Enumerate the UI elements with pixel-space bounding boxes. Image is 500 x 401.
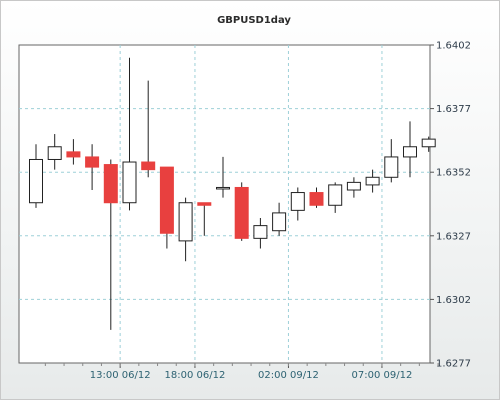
candle [384, 139, 399, 183]
candle-body-down [309, 192, 324, 206]
y-tick-label: 1.6302 [436, 295, 471, 306]
candle [309, 187, 324, 208]
y-tick-label: 1.6402 [436, 41, 471, 52]
candle-body-down [234, 186, 249, 239]
candle-body-down [66, 151, 81, 158]
x-tick-label: 07:00 09/12 [352, 370, 413, 381]
candle-body-down [141, 161, 156, 171]
y-tick-label: 1.6277 [436, 359, 471, 370]
grid [19, 45, 430, 363]
candle-body-up [178, 202, 193, 242]
y-tick-label: 1.6327 [436, 231, 471, 242]
plot-area [18, 44, 431, 364]
candle [66, 139, 81, 165]
candle-body-up [216, 186, 230, 190]
y-axis: 1.6402 1.6377 1.6352 1.6327 1.6302 1.6277 [430, 41, 471, 370]
candle [122, 57, 137, 211]
x-tick-label: 13:00 06/12 [90, 370, 151, 381]
candle [421, 136, 436, 152]
candle [103, 159, 118, 330]
candle [47, 134, 62, 170]
candle [29, 144, 43, 208]
candle [234, 182, 249, 241]
x-axis: 13:00 06/12 18:00 06/12 02:00 09/12 07:00 0… [44, 363, 439, 381]
candle [403, 121, 417, 178]
candle-body-up [403, 146, 417, 158]
candle [290, 187, 305, 221]
candle [328, 182, 343, 213]
candle-body-up [272, 212, 287, 232]
candle [272, 202, 287, 236]
chart-title: GBPUSD1day [217, 15, 291, 26]
candle-body-up [328, 184, 343, 206]
candle-body-down [197, 202, 212, 206]
candle-body-down [103, 164, 118, 204]
x-tick-label: 18:00 06/12 [165, 370, 226, 381]
candle [346, 177, 361, 198]
candle-body-up [421, 138, 436, 148]
candle-body-up [253, 225, 268, 239]
candle [159, 166, 174, 249]
candle-body-up [384, 156, 399, 178]
candle-body-up [346, 181, 361, 191]
candle [216, 156, 230, 198]
candle-body-up [29, 158, 43, 204]
candle-body-up [290, 192, 305, 211]
candle [85, 144, 100, 191]
y-tick-label: 1.6352 [436, 168, 471, 179]
candle [178, 197, 193, 262]
x-tick-label: 02:00 09/12 [258, 370, 319, 381]
candle-body-up [47, 146, 62, 160]
y-tick-label: 1.6377 [436, 104, 471, 115]
candle [365, 169, 380, 193]
candle [197, 202, 212, 236]
candle [141, 80, 156, 178]
candles [29, 57, 436, 330]
candle-body-down [85, 156, 100, 168]
candle-body-up [122, 161, 137, 204]
candle-body-down [159, 166, 174, 234]
candle [253, 217, 268, 249]
candle-body-up [365, 176, 380, 186]
